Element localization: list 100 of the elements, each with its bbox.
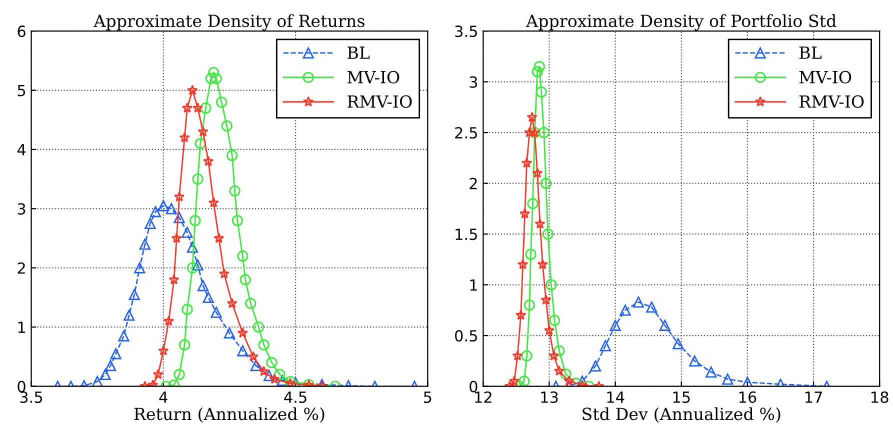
point <box>163 316 174 326</box>
point <box>258 366 270 376</box>
point <box>512 350 523 360</box>
point <box>166 203 177 214</box>
point <box>250 360 262 372</box>
point <box>192 174 204 185</box>
y-tick-label: 0 <box>470 380 478 392</box>
point <box>110 348 122 360</box>
point <box>205 72 217 84</box>
point <box>158 200 169 212</box>
x-axis-title: Std Dev (Annualized %) <box>582 407 780 423</box>
point <box>548 350 560 360</box>
point <box>524 127 535 138</box>
point <box>521 157 532 168</box>
y-tick-label: 3 <box>470 76 478 88</box>
y-tick-label: 1 <box>18 322 25 333</box>
point <box>92 376 103 386</box>
point <box>620 304 631 316</box>
x-tick-label: 12 <box>475 391 492 403</box>
point <box>229 185 240 196</box>
point <box>722 374 734 385</box>
point <box>672 338 684 350</box>
point <box>192 259 204 270</box>
point <box>659 320 670 331</box>
point <box>590 360 602 372</box>
y-tick-label: 4 <box>17 144 26 156</box>
point <box>152 368 164 380</box>
y-tick-label: 1.5 <box>456 228 477 240</box>
point <box>118 330 130 342</box>
point <box>216 96 228 108</box>
point <box>646 302 658 313</box>
point <box>226 150 238 161</box>
point <box>706 366 717 378</box>
point <box>203 156 214 166</box>
point <box>532 66 543 78</box>
point <box>208 197 219 208</box>
point <box>516 310 526 320</box>
point <box>158 345 169 356</box>
x-tick-label: 4 <box>159 392 168 403</box>
y-tick-label: 3.5 <box>455 26 477 38</box>
point <box>554 345 565 356</box>
x-tick-label: 15 <box>673 392 690 403</box>
point <box>232 214 243 226</box>
point <box>134 262 146 274</box>
point <box>526 112 538 122</box>
x-tick-label: 4.5 <box>284 392 306 403</box>
x-tick-label: 16 <box>739 391 756 403</box>
point <box>182 226 193 238</box>
point <box>182 304 193 315</box>
point <box>508 376 520 386</box>
point <box>518 258 528 270</box>
point <box>689 355 700 366</box>
point <box>224 327 236 339</box>
point <box>527 198 538 210</box>
point <box>536 86 547 98</box>
point <box>237 327 248 338</box>
y-tick-label: 6 <box>18 26 26 38</box>
x-axis-title: Return (Annualized %) <box>134 407 324 423</box>
point <box>198 126 208 136</box>
legend-label: MV-IO <box>799 70 852 84</box>
point <box>187 84 198 95</box>
point <box>554 366 564 376</box>
point <box>208 66 220 78</box>
point <box>546 279 557 290</box>
point <box>264 370 275 382</box>
point <box>218 268 230 278</box>
y-tick-label: 5 <box>18 84 26 96</box>
y-tick-label: 0 <box>18 380 26 392</box>
point <box>186 242 198 253</box>
chart-title: Approximate Density of Portfolio Std <box>526 14 836 31</box>
point <box>542 228 554 240</box>
y-tick-label: 0.5 <box>455 330 477 342</box>
point <box>202 292 214 304</box>
point <box>564 376 574 386</box>
point <box>174 191 185 202</box>
y-tick-label: 1 <box>470 279 477 291</box>
x-tick-label: 5 <box>424 392 432 403</box>
point <box>123 310 135 321</box>
point <box>168 274 180 284</box>
x-tick-label: 13 <box>541 391 558 403</box>
point <box>178 339 190 350</box>
point <box>534 61 545 72</box>
y-tick-label: 2.5 <box>455 127 477 139</box>
point <box>210 72 222 84</box>
x-tick-label: 17 <box>805 392 822 403</box>
point <box>240 274 251 286</box>
y-tick-label: 3 <box>18 203 26 215</box>
point <box>221 120 232 132</box>
point <box>544 324 555 336</box>
point <box>245 298 256 309</box>
point <box>214 232 224 243</box>
point <box>186 262 198 274</box>
point <box>192 102 204 113</box>
point <box>144 218 156 230</box>
point <box>519 208 530 218</box>
point <box>274 368 286 380</box>
legend-label: BL <box>348 46 370 59</box>
point <box>237 345 248 356</box>
point <box>538 127 550 138</box>
point <box>632 296 644 308</box>
